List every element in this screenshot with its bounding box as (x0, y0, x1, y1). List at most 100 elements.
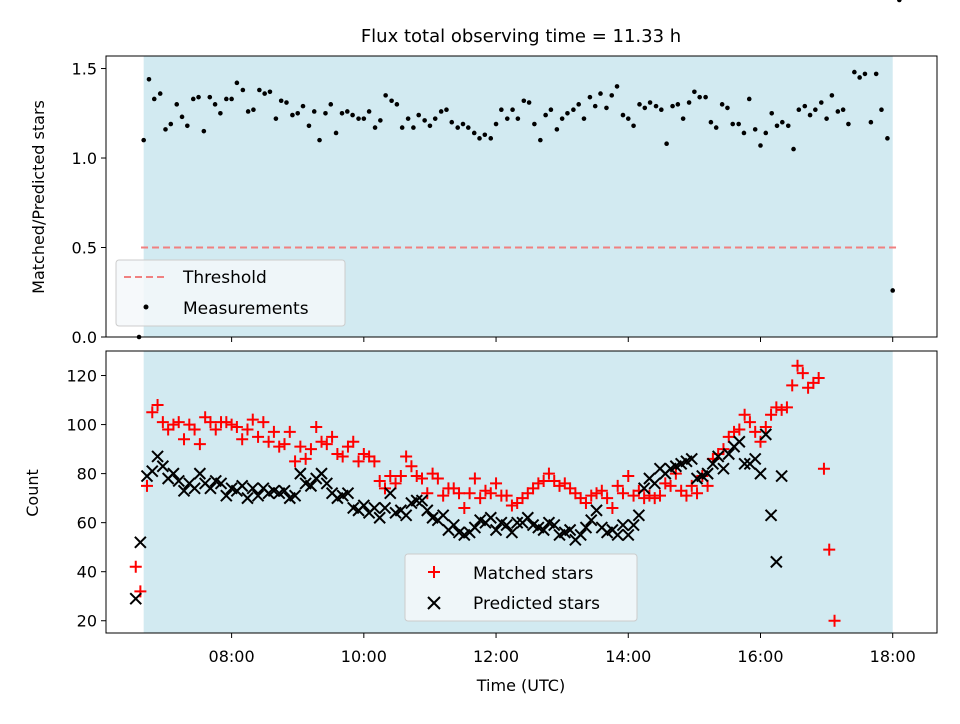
matched-star-marker (421, 487, 434, 500)
matched-star-marker (273, 440, 286, 453)
measurement-point (383, 93, 388, 98)
predicted-star-marker (357, 499, 371, 512)
predicted-star-marker (717, 462, 730, 475)
measurement-point (659, 107, 664, 112)
x-tick-label: 14:00 (605, 647, 651, 666)
legend-measurements-label: Measurements (183, 299, 309, 319)
matched-star-marker (765, 408, 778, 421)
measurement-point (620, 112, 626, 118)
top-y-axis-label: Matched/Predicted stars (29, 100, 48, 294)
measurement-point (262, 91, 267, 96)
matched-star-marker (278, 438, 291, 451)
predicted-star-marker (579, 521, 593, 534)
measurement-point (758, 143, 763, 148)
predicted-star-marker (304, 479, 318, 493)
measurement-point (284, 100, 289, 105)
matched-star-marker (416, 472, 429, 485)
top-y-axis: 0.0 0.5 1.0 1.5 (72, 60, 106, 347)
matched-star-marker (172, 416, 185, 429)
x-tick-label: 18:00 (870, 647, 916, 666)
measurement-point (389, 98, 394, 104)
measurement-point (300, 103, 306, 109)
measurement-point (587, 94, 593, 100)
predicted-star-marker (399, 509, 413, 522)
measurement-point (190, 96, 196, 102)
matched-star-marker (437, 489, 450, 502)
matched-star-marker (230, 421, 243, 434)
measurement-point (559, 116, 565, 121)
matched-star-marker (463, 487, 476, 500)
top-panel: 0.0 0.5 1.0 1.5 Matched/Predicted stars Thr… (29, 0, 938, 347)
matched-star-marker (654, 489, 666, 502)
predicted-star-marker (521, 511, 534, 524)
measurement-point (234, 80, 240, 86)
matched-star-marker (299, 452, 312, 465)
measurement-point (482, 132, 488, 138)
matched-star-marker (590, 487, 603, 500)
measurement-point (339, 110, 345, 116)
measurement-point (647, 100, 653, 105)
predicted-star-marker (235, 479, 249, 493)
measurement-point (713, 125, 719, 130)
measurement-point (306, 123, 312, 129)
predicted-star-marker (151, 450, 164, 463)
predicted-star-marker (278, 484, 291, 497)
predicted-star-marker (421, 504, 434, 517)
matched-star-marker (320, 438, 333, 451)
matched-star-marker (601, 492, 614, 505)
measurement-point (394, 102, 400, 107)
measurement-point (791, 146, 796, 152)
matched-star-marker (352, 455, 365, 468)
matched-star-marker (701, 479, 714, 492)
measurement-point (571, 107, 576, 112)
matched-star-marker (770, 401, 783, 414)
measurement-point (565, 110, 570, 116)
measurement-point (163, 127, 168, 132)
x-tick-label: 10:00 (341, 647, 387, 666)
matched-star-marker (775, 403, 788, 416)
bottom-y-tick-label: 80 (77, 465, 97, 484)
measurement-point (840, 107, 846, 112)
predicted-star-marker (775, 469, 788, 483)
measurement-point (890, 288, 896, 293)
bottom-y-axis: 20 40 60 80 100 120 (66, 367, 106, 631)
measurement-point (151, 96, 157, 102)
predicted-star-marker (447, 518, 460, 532)
measurement-point (438, 109, 444, 114)
measurement-point (278, 98, 284, 104)
measurement-point (897, 0, 902, 3)
measurement-point (333, 130, 339, 136)
measurement-point (625, 116, 631, 121)
predicted-star-marker (288, 489, 302, 502)
measurement-point (311, 109, 317, 114)
predicted-star-marker (177, 484, 191, 497)
predicted-star-marker (733, 435, 746, 448)
predicted-star-marker (616, 518, 630, 532)
measurement-point (499, 107, 504, 112)
matched-star-marker (336, 450, 349, 463)
matched-star-marker (310, 421, 323, 434)
matched-star-marker (759, 421, 772, 434)
measurement-point (179, 114, 185, 120)
predicted-star-marker (574, 528, 587, 542)
measurement-point (366, 109, 372, 114)
bottom-y-axis-label: Count (23, 469, 42, 517)
predicted-star-marker (241, 491, 254, 505)
predicted-star-marker (548, 518, 561, 532)
matched-star-marker (823, 543, 836, 556)
measurement-point (796, 107, 802, 112)
measurement-point (741, 130, 747, 136)
measurement-point (273, 116, 279, 121)
measurement-point (752, 127, 758, 132)
measurement-point (614, 84, 620, 89)
matched-star-marker (357, 447, 370, 460)
measurement-point (201, 128, 207, 134)
matched-star-marker (648, 492, 661, 505)
measurement-point (460, 121, 466, 127)
matched-star-marker (347, 435, 360, 448)
matched-star-marker (680, 489, 693, 502)
predicted-star-marker (468, 521, 482, 534)
matched-star-marker (685, 479, 698, 492)
x-tick-label: 12:00 (473, 647, 519, 666)
measurement-point (521, 98, 527, 104)
